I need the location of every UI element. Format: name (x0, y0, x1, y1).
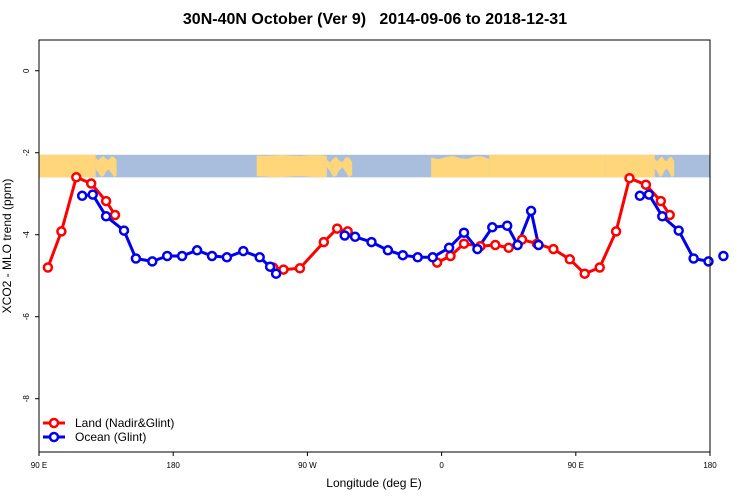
ocean-data-point (130, 253, 142, 264)
land-series-line (436, 176, 671, 276)
ocean-data-point (657, 211, 668, 222)
legend-ocean-label: Ocean (Glint) (75, 430, 146, 444)
ocean-data-point (100, 211, 112, 222)
ocean-data-point (221, 252, 233, 263)
land-data-point (655, 195, 667, 207)
ocean-data-point (427, 252, 438, 263)
land-data-point (624, 172, 635, 184)
land-data-point (548, 243, 559, 255)
map-land-japan-2 (654, 156, 675, 178)
ocean-data-point (238, 245, 249, 257)
ocean-data-point (525, 205, 537, 217)
ocean-data-point (382, 245, 394, 256)
land-data-point (318, 236, 330, 248)
land-data-point (564, 254, 576, 265)
legend-ocean-marker (48, 431, 60, 443)
ocean-data-point (147, 256, 158, 267)
ocean-data-point (703, 256, 714, 267)
land-data-point (579, 268, 590, 279)
ocean-data-point (501, 220, 513, 231)
land-data-point (331, 223, 343, 234)
y-axis: 0 -2 -4 -6 -8 (22, 68, 39, 402)
land-data-point (490, 239, 501, 251)
ocean-data-point (76, 190, 88, 202)
land-data-point (100, 195, 112, 207)
ocean-data-point (512, 239, 523, 251)
land-data-point (503, 242, 514, 254)
ocean-data-point (118, 225, 130, 236)
y-tick-label: -4 (22, 231, 31, 239)
y-tick-label: -2 (22, 149, 31, 157)
x-tick-label: 90 E (568, 461, 584, 470)
land-data-point (278, 264, 289, 275)
ocean-data-point (87, 189, 98, 200)
y-tick-label: 0 (22, 68, 31, 73)
x-tick-label: 180 (703, 461, 717, 470)
land-data-point (610, 226, 622, 237)
legend-land-marker (48, 417, 60, 429)
x-axis: 90 E 180 90 W 0 90 E 180 (31, 452, 717, 470)
ocean-data-point (397, 249, 409, 261)
ocean-data-point (718, 250, 729, 262)
x-tick-label: 0 (439, 461, 444, 470)
x-tick-label: 90 W (298, 461, 317, 470)
ocean-data-point (339, 230, 350, 241)
ocean-data-point (349, 231, 361, 243)
y-tick-label: -6 (22, 313, 31, 321)
ocean-data-point (161, 250, 173, 262)
ocean-data-point (533, 239, 544, 251)
ocean-data-point (673, 225, 684, 236)
ocean-data-point (643, 189, 655, 200)
legend: Land (Nadir&Glint) Ocean (Glint) (43, 416, 174, 444)
ocean-data-point (366, 236, 377, 248)
land-data-point (594, 262, 605, 273)
land-data-point (56, 226, 67, 237)
ocean-data-point (458, 227, 470, 238)
ocean-data-point (254, 252, 265, 263)
land-data-point (109, 209, 121, 221)
ocean-data-point (472, 243, 483, 255)
land-data-point (445, 250, 456, 262)
ocean-data-point (176, 250, 188, 262)
y-axis-label: XCO2 - MLO trend (ppm) (0, 179, 14, 314)
map-land-middle-east (489, 154, 606, 178)
ocean-data-point (206, 250, 218, 262)
x-axis-label: Longitude (deg E) (326, 476, 421, 490)
map-land-asia-east (605, 154, 655, 178)
plot-frame (38, 39, 711, 453)
ocean-data-point (270, 268, 282, 279)
x-tick-label: 180 (167, 461, 181, 470)
map-land-japan (95, 156, 117, 178)
ocean-data-point (264, 261, 276, 272)
legend-land-label: Land (Nadir&Glint) (75, 416, 174, 430)
ocean-data-point (443, 242, 455, 254)
ocean-data-point (634, 190, 646, 202)
land-data-point (640, 179, 652, 190)
y-tick-label: -8 (22, 395, 31, 403)
land-data-point (42, 262, 54, 273)
land-data-point (458, 238, 470, 249)
land-data-point (85, 178, 97, 189)
ocean-data-point (191, 245, 203, 256)
chart-title: 30N-40N October (Ver 9) 2014-09-06 to 20… (183, 11, 567, 28)
land-data-point (71, 172, 82, 183)
map-band (39, 154, 710, 178)
ocean-data-point (688, 253, 699, 264)
series-points (42, 172, 729, 279)
map-land-na-east (326, 156, 353, 178)
map-land-north-america (256, 155, 327, 178)
land-series-line (272, 227, 349, 272)
land-data-point (294, 263, 306, 274)
x-tick-label: 90 E (31, 461, 47, 470)
ocean-data-point (487, 222, 498, 233)
map-land-africa-europe (431, 155, 490, 178)
ocean-data-point (412, 252, 423, 263)
map-land-asia-west (39, 154, 96, 178)
